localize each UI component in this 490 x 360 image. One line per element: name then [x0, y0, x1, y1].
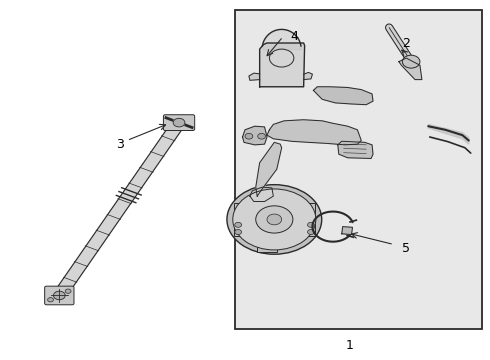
Circle shape — [227, 185, 322, 254]
Polygon shape — [304, 72, 313, 80]
Bar — [234, 203, 242, 235]
Polygon shape — [267, 120, 361, 145]
Circle shape — [235, 229, 242, 234]
Circle shape — [258, 134, 266, 139]
FancyBboxPatch shape — [45, 286, 74, 305]
Polygon shape — [250, 187, 273, 202]
Text: 5: 5 — [402, 242, 410, 255]
Circle shape — [402, 55, 420, 68]
Polygon shape — [338, 141, 373, 158]
Bar — [235, 10, 482, 329]
Text: 3: 3 — [117, 138, 124, 150]
Polygon shape — [399, 58, 422, 80]
Polygon shape — [243, 126, 267, 145]
Circle shape — [245, 134, 253, 139]
Circle shape — [48, 298, 53, 302]
Circle shape — [308, 222, 315, 227]
Circle shape — [53, 291, 65, 300]
Polygon shape — [314, 87, 373, 105]
Circle shape — [256, 206, 293, 233]
Polygon shape — [53, 120, 185, 298]
Circle shape — [235, 222, 242, 227]
Bar — [257, 241, 277, 252]
Text: 1: 1 — [346, 339, 354, 352]
Circle shape — [267, 214, 282, 225]
Circle shape — [233, 189, 316, 250]
Text: 4: 4 — [290, 30, 298, 43]
Text: 2: 2 — [402, 37, 410, 50]
Circle shape — [308, 229, 315, 234]
Polygon shape — [428, 125, 469, 144]
Polygon shape — [249, 73, 260, 80]
Polygon shape — [256, 142, 282, 196]
Circle shape — [65, 289, 71, 293]
Polygon shape — [342, 226, 352, 234]
Polygon shape — [260, 43, 305, 87]
FancyBboxPatch shape — [163, 115, 195, 131]
Circle shape — [173, 118, 185, 127]
Bar — [308, 203, 315, 235]
Bar — [240, 196, 309, 241]
